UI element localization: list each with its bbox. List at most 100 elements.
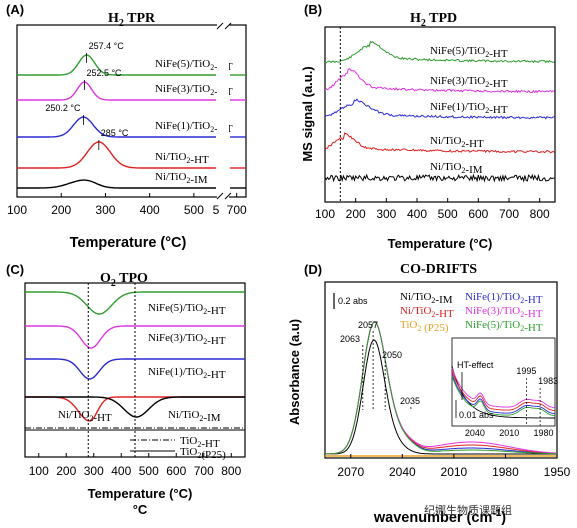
drifts-legend-label-3: NiFe(3)/TiO2-HT	[465, 305, 543, 320]
panel-c-xlabel-unit: °C	[133, 502, 148, 517]
panel-a-plot: NiFe(5)/TiO2-HT257.4 °CNiFe(3)/TiO2-HT25…	[17, 22, 246, 200]
tpr-series-label-3: Ni/TiO2-HT	[155, 151, 209, 166]
tpr-break-mark-bottom-0	[216, 192, 224, 200]
tpo-xtick-label: 200	[56, 464, 76, 478]
tpd-series-label-4: Ni/TiO2-IM	[430, 161, 483, 176]
tpo-xtick-label: 700	[194, 464, 214, 478]
tpr-series-line-1	[17, 81, 216, 101]
tpr-xtick-label: 400	[140, 203, 160, 217]
panel-a: (A) H2 TPR NiFe(5)/TiO2-HT257.4 °CNiFe(3…	[6, 2, 247, 251]
tpd-xtick-label: 600	[468, 207, 488, 221]
drifts-inset-line-1	[451, 373, 556, 415]
tpd-xtick-label: 300	[376, 207, 396, 221]
tpd-series-line-3	[324, 132, 555, 154]
tpd-series-line-0	[324, 40, 555, 64]
tpr-series-line-2	[17, 116, 216, 138]
watermark: 纪娜生物质课题组	[424, 503, 512, 517]
drifts-series-line-5	[325, 321, 557, 455]
drifts-xtick-label: 1950	[544, 465, 571, 479]
panel-c-plot: NiFe(5)/TiO2-HT NiFe(3)/TiO2-HT NiFe(1)/Ti…	[25, 283, 245, 461]
tpd-series-label-2: NiFe(1)/TiO2-HT	[430, 101, 508, 116]
panel-d-frame	[324, 281, 558, 459]
tpo-series-label-0: NiFe(5)/TiO2-HT	[148, 302, 226, 317]
panel-d-x-ticks: 2070 2040 2010 1980 1950	[337, 454, 571, 479]
tpr-series-line-0	[17, 54, 216, 76]
panel-d-title: CO-DRIFTS	[400, 262, 477, 277]
drifts-inset-tick-label: 1980	[534, 428, 554, 438]
panel-d: (D) CO-DRIFTS Absorbance (a.u) 206320572…	[287, 262, 571, 526]
drifts-inset-line-5	[451, 375, 556, 417]
panel-b-x-ticks: 100 200 300 400 500 600 700 800	[315, 198, 550, 221]
tpo-xtick-label: 800	[221, 464, 241, 478]
tpd-xtick-label: 100	[315, 207, 335, 221]
tpr-axis-break-gap	[217, 23, 229, 199]
drifts-peak-label-1: 2057	[358, 320, 378, 330]
tpo-xtick-label: 600	[166, 464, 186, 478]
drifts-legend-label-4: TiO2 (P25)	[400, 319, 449, 334]
drifts-legend-label-1: NiFe(1)/TiO2-HT	[465, 291, 543, 306]
tpo-xtick-label: 400	[111, 464, 131, 478]
panel-c-xlabel: Temperature (°C)	[88, 486, 193, 501]
tpo-series-label-3: Ni/TiO2-HT	[58, 409, 112, 424]
drifts-inset-line-2	[451, 370, 556, 412]
panel-d-xlabel: wavenumber (cm-1)	[373, 508, 506, 526]
drifts-scale-label: 0.2 abs	[338, 296, 368, 306]
panel-a-title: H2 TPR	[108, 11, 156, 29]
tpr-peak-label-3: 285 °C	[101, 128, 129, 138]
panel-b-frame	[324, 26, 556, 203]
tpr-break-mark-top-1	[224, 22, 232, 30]
panel-a-frame	[16, 24, 247, 198]
drifts-legend-label-5: NiFe(5)/TiO2-HT	[465, 319, 543, 334]
drifts-inset-tick-label: 2040	[465, 428, 485, 438]
panel-a-xlabel: Temperature (°C)	[70, 235, 187, 251]
drifts-xtick-label: 2070	[337, 465, 364, 479]
drifts-inset-line-3	[451, 367, 556, 409]
tpr-xtick-label: 200	[51, 203, 71, 217]
tpr-series-label-4: Ni/TiO2-IM	[155, 171, 208, 186]
tpr-peak-label-1: 252.5 °C	[86, 68, 122, 78]
tpd-xtick-label: 800	[530, 207, 550, 221]
tpo-series-label-1: NiFe(3)/TiO2-HT	[148, 332, 226, 347]
drifts-legend-label-2: Ni/TiO2-HT	[400, 305, 454, 320]
tpd-series-line-2	[324, 98, 555, 120]
tpd-xtick-label: 700	[499, 207, 519, 221]
panel-b: (B) H2 TPD MS signal (a.u.) NiFe(5)/TiO2…	[300, 2, 556, 251]
drifts-xtick-label: 2040	[389, 465, 416, 479]
tpr-break-mark-bottom-1	[224, 192, 232, 200]
drifts-inset-ht-effect: HT-effect	[457, 360, 494, 370]
tpo-xtick-label: 300	[84, 464, 104, 478]
tpd-xtick-label: 400	[407, 207, 427, 221]
tpo-series-line-1	[25, 325, 245, 349]
drifts-inset-frame	[451, 337, 556, 427]
tpo-legend-label-tio2-ht: TiO2-HT	[180, 435, 220, 450]
tpr-series-line-3	[17, 141, 216, 169]
tpd-xtick-label: 500	[438, 207, 458, 221]
tpr-xtick-label: 500	[184, 203, 204, 217]
drifts-inset-tick-label: 2010	[499, 428, 519, 438]
tpo-series-label-2: NiFe(1)/TiO2-HT	[148, 366, 226, 381]
tpd-xtick-label: 200	[346, 207, 366, 221]
tpo-legend-label-p25: TiO2(P25)	[180, 446, 226, 461]
tpr-series-line-4	[17, 179, 216, 189]
tpr-xtick-label: 100	[7, 203, 27, 217]
panel-c: (C) O2 TPO NiFe(5)/TiO2-HT NiFe(3)/TiO2-H…	[6, 262, 246, 517]
panel-c-label: (C)	[6, 262, 24, 277]
tpr-break-mark-top-0	[216, 22, 224, 30]
panel-a-x-ticks: 100 200 300 400 500 700 5	[7, 193, 247, 217]
panel-c-title: O2 TPO	[100, 271, 148, 289]
panel-b-title: H2 TPD	[410, 11, 457, 29]
panel-b-ylabel: MS signal (a.u.)	[300, 66, 315, 161]
drifts-peak-label-2: 2050	[382, 350, 402, 360]
panel-d-plot: 2063 2057 2050 2035 0.2 abs Ni/TiO2-IM NiFe(1)…	[325, 291, 558, 457]
panel-d-ylabel: Absorbance (a.u)	[287, 319, 302, 425]
tpd-series-label-0: NiFe(5)/TiO2-HT	[430, 45, 508, 60]
tpd-series-line-1	[324, 67, 555, 94]
panel-d-label: (D)	[304, 262, 322, 277]
tpr-xtick-label: 700	[227, 203, 247, 217]
drifts-inset-line-0	[451, 365, 555, 419]
tpd-series-label-3: Ni/TiO2-HT	[430, 135, 484, 150]
drifts-legend-label-0: Ni/TiO2-IM	[400, 291, 453, 306]
drifts-series-line-0	[325, 339, 557, 455]
tpo-series-label-4: Ni/TiO2-IM	[168, 409, 221, 424]
